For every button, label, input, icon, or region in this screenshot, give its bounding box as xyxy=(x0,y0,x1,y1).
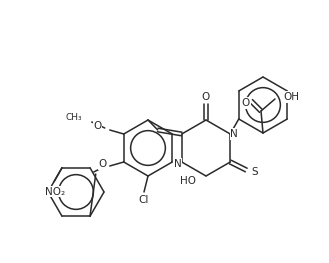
Text: CH₃: CH₃ xyxy=(65,114,82,123)
Text: O: O xyxy=(202,92,210,102)
Text: O: O xyxy=(94,121,102,131)
Text: NO₂: NO₂ xyxy=(45,187,65,197)
Text: Cl: Cl xyxy=(139,195,149,205)
Text: S: S xyxy=(251,167,258,177)
Text: N: N xyxy=(230,129,238,139)
Text: HO: HO xyxy=(180,176,196,186)
Text: N: N xyxy=(174,159,182,169)
Text: O: O xyxy=(99,159,107,169)
Text: OH: OH xyxy=(283,92,299,102)
Text: O: O xyxy=(242,98,250,108)
